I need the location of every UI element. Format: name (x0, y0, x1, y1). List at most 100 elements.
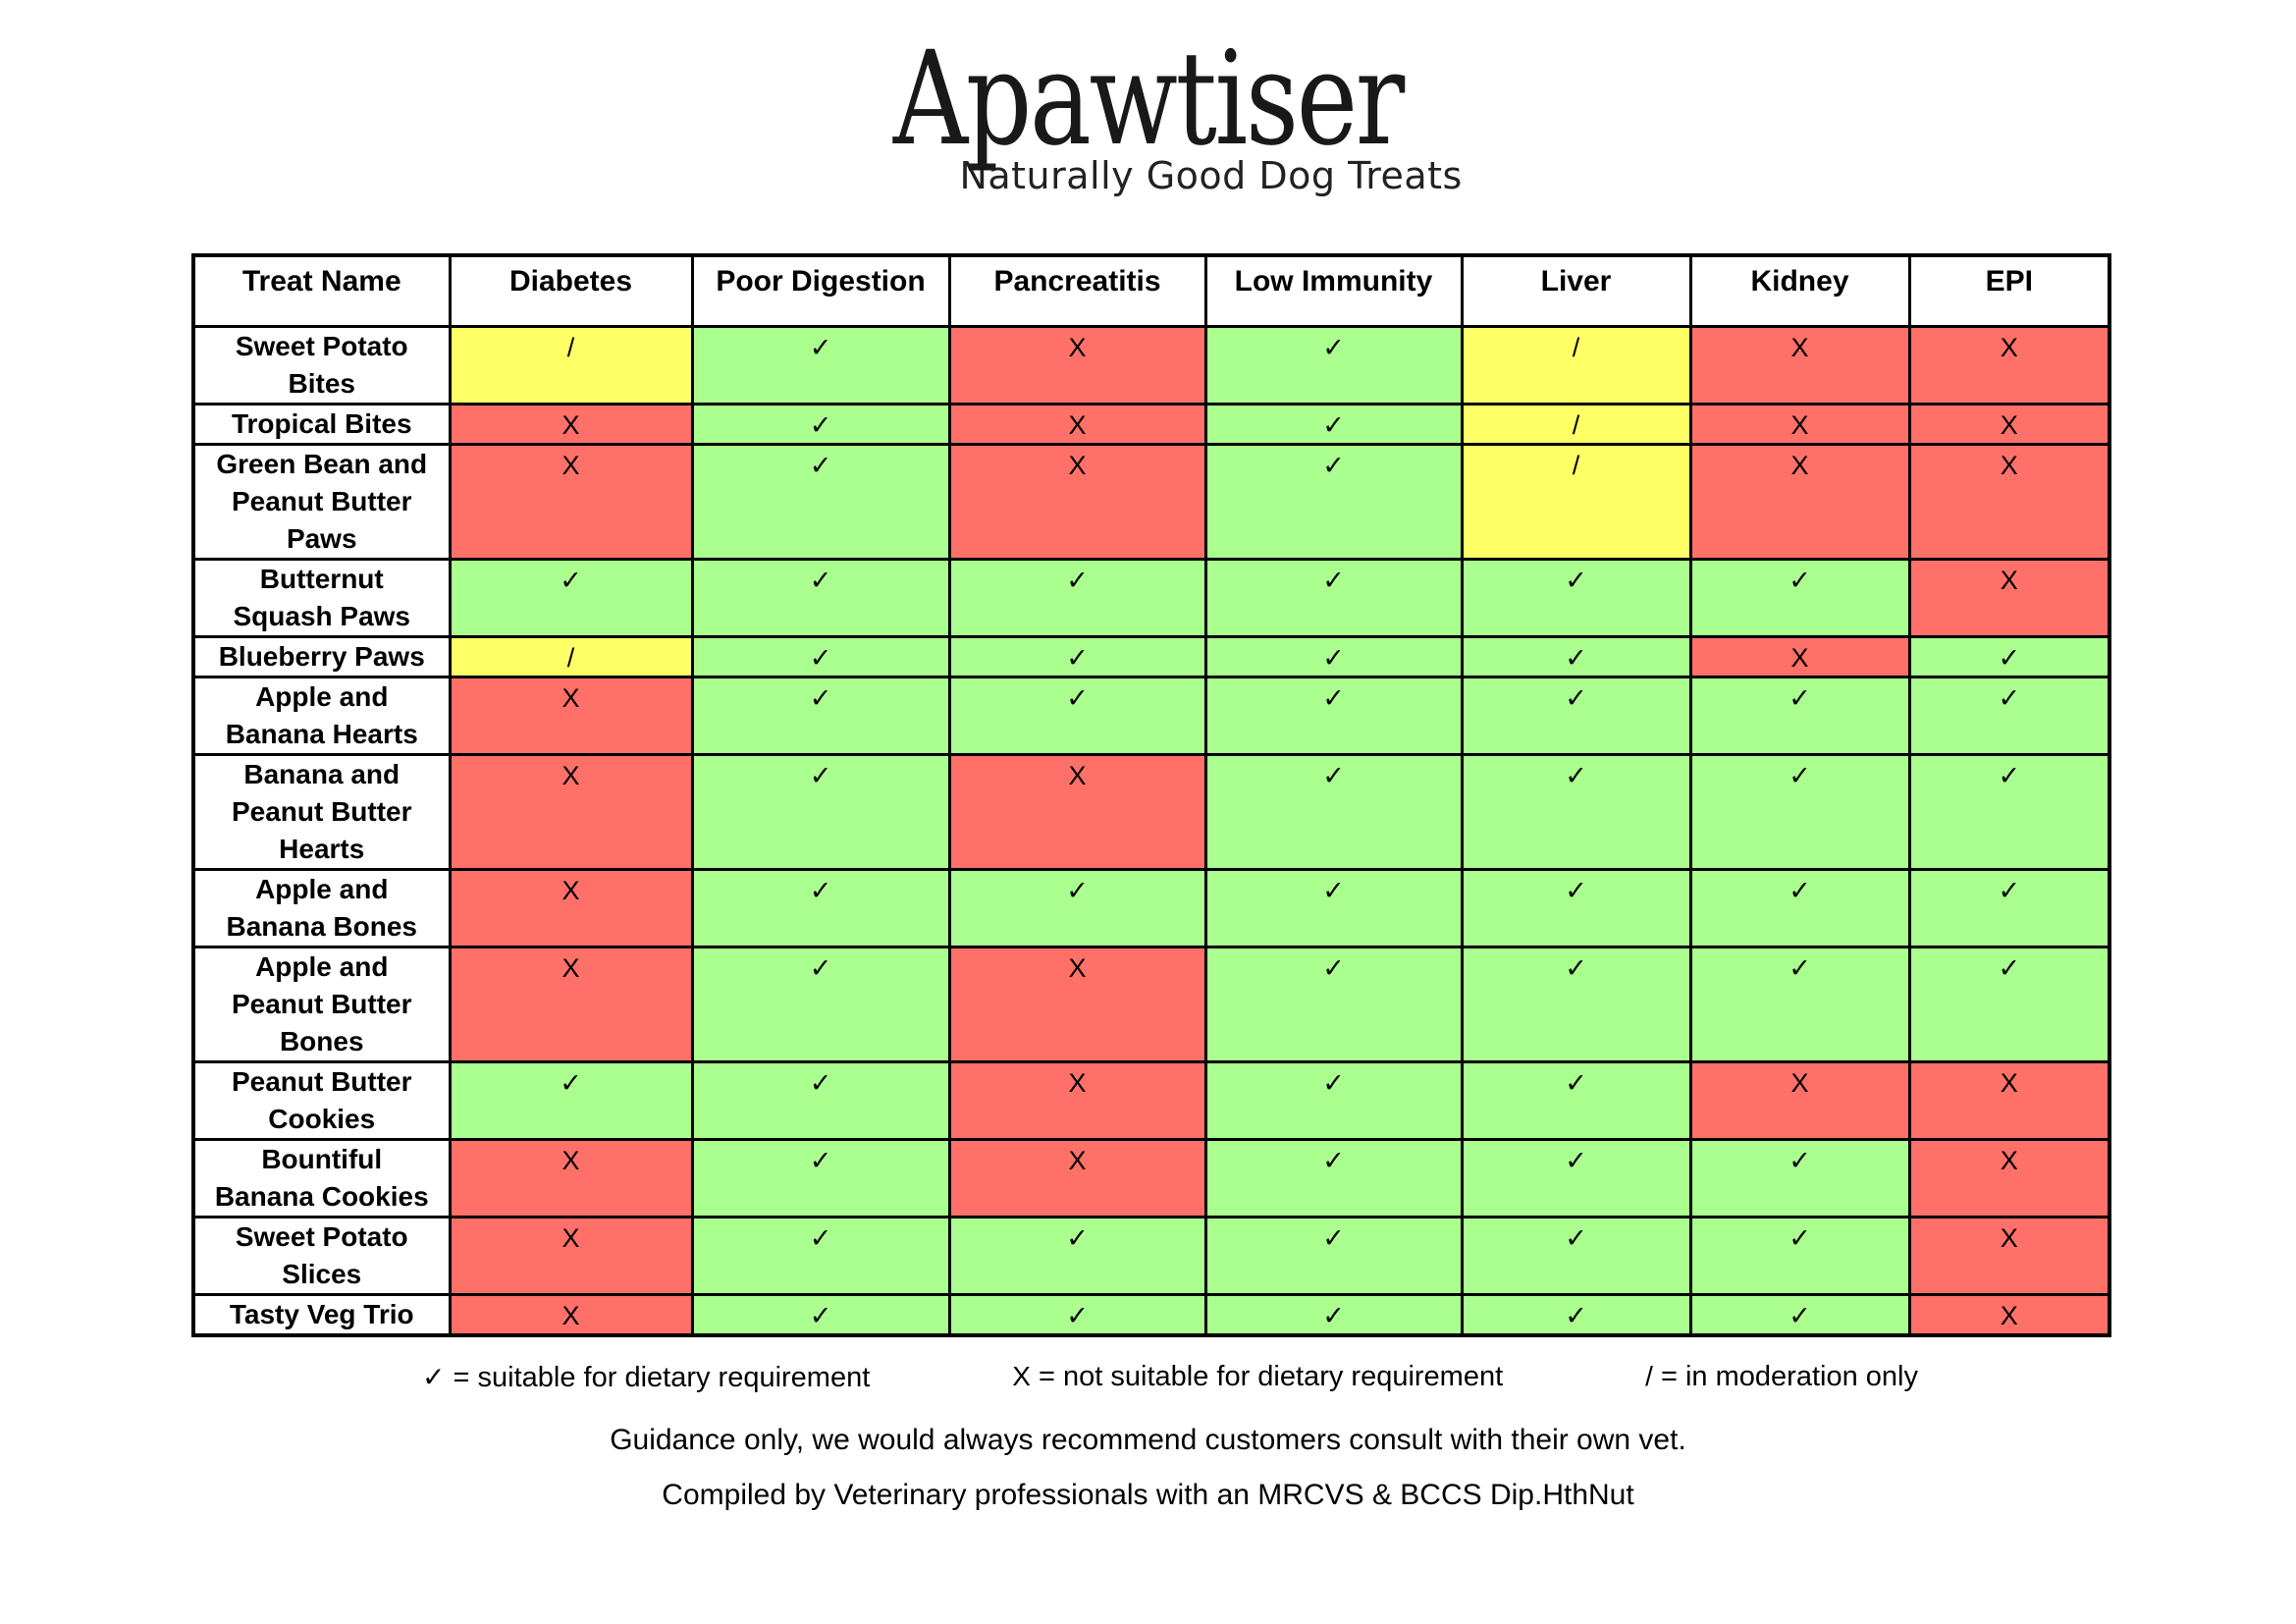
treat-name-cell: Sweet Potato Slices (191, 1215, 452, 1296)
suitability-cell: X (1688, 442, 1911, 561)
suitability-cell: ✓ (947, 1292, 1207, 1336)
logo-subtitle: Naturally Good Dog Treats (959, 153, 1463, 197)
suitability-cell: ✓ (947, 557, 1207, 638)
column-header-poor-digestion: Poor Digestion (690, 253, 951, 328)
suitability-cell: X (1688, 634, 1911, 678)
suitability-cell: ✓ (1460, 867, 1692, 948)
check-mark-icon: ✓ (422, 1361, 446, 1392)
suitability-cell: X (1688, 324, 1911, 406)
suitability-cell: X (448, 752, 694, 871)
column-header-low-immunity: Low Immunity (1203, 253, 1464, 328)
treat-name-cell: Apple and Peanut Butter Bones (191, 945, 452, 1063)
suitability-cell: ✓ (690, 634, 951, 678)
suitability-cell: ✓ (1460, 1137, 1692, 1218)
suitability-cell: ✓ (1203, 675, 1464, 756)
suitability-cell: ✓ (690, 1137, 951, 1218)
treat-name-cell: Apple and Banana Bones (191, 867, 452, 948)
suitability-cell: ✓ (690, 402, 951, 446)
suitability-cell: ✓ (1460, 1215, 1692, 1296)
suitability-cell: ✓ (947, 675, 1207, 756)
slash-mark-icon: / (1645, 1360, 1653, 1391)
suitability-cell: ✓ (1203, 402, 1464, 446)
treat-name-cell: Apple and Banana Hearts (191, 675, 452, 756)
treat-name-cell: Blueberry Paws (191, 634, 452, 678)
suitability-cell: X (1907, 557, 2111, 638)
logo-title: Apawtiser (892, 24, 1405, 175)
suitability-cell: ✓ (1907, 675, 2111, 756)
suitability-cell: X (448, 867, 694, 948)
suitability-cell: ✓ (1203, 1059, 1464, 1141)
suitability-cell: ✓ (947, 867, 1207, 948)
suitability-cell: / (448, 324, 694, 406)
table-row: Blueberry Paws / ✓ ✓ ✓ ✓ X ✓ (191, 634, 2111, 678)
suitability-cell: ✓ (1907, 945, 2111, 1063)
treat-name-cell: Tropical Bites (191, 402, 452, 446)
suitability-cell: ✓ (1203, 1292, 1464, 1336)
suitability-cell: / (1460, 442, 1692, 561)
legend-text-suitable: = suitable for dietary requirement (453, 1361, 871, 1393)
suitability-cell: ✓ (1460, 945, 1692, 1063)
suitability-cell: / (448, 634, 694, 678)
suitability-cell: X (947, 324, 1207, 406)
table-row: Banana and Peanut Butter Hearts X ✓ X ✓ ✓ ✓ ✓ (191, 752, 2111, 871)
table-row: Green Bean and Peanut Butter Paws X ✓ X ✓ / X X (191, 442, 2111, 561)
column-header-diabetes: Diabetes (448, 253, 694, 328)
x-mark-icon: X (1012, 1360, 1031, 1391)
suitability-cell: ✓ (1907, 867, 2111, 948)
table-row: Apple and Peanut Butter Bones X ✓ X ✓ ✓ ✓ ✓ (191, 945, 2111, 1063)
table-row: Tasty Veg Trio X ✓ ✓ ✓ ✓ ✓ X (191, 1292, 2111, 1336)
suitability-cell: ✓ (448, 1059, 694, 1141)
suitability-cell: ✓ (1907, 634, 2111, 678)
treat-suitability-table: Treat Name Diabetes Poor Digestion Pancr… (191, 253, 2111, 1337)
suitability-cell: ✓ (1203, 634, 1464, 678)
suitability-cell: ✓ (690, 557, 951, 638)
suitability-cell: ✓ (1203, 442, 1464, 561)
suitability-cell: X (448, 1137, 694, 1218)
suitability-cell: ✓ (690, 945, 951, 1063)
suitability-cell: X (947, 1137, 1207, 1218)
legend: ✓ = suitable for dietary requirement X =… (422, 1361, 2296, 1394)
table-row: Butternut Squash Paws ✓ ✓ ✓ ✓ ✓ ✓ X (191, 557, 2111, 638)
header-row: Treat Name Diabetes Poor Digestion Pancr… (191, 253, 2111, 328)
treat-name-cell: Sweet Potato Bites (191, 324, 452, 406)
suitability-cell: X (1907, 1292, 2111, 1336)
suitability-cell: ✓ (1688, 1292, 1911, 1336)
suitability-cell: ✓ (690, 1059, 951, 1141)
table-body: Sweet Potato Bites / ✓ X ✓ / X X Tropical Bites X… (191, 324, 2111, 1336)
suitability-cell: ✓ (690, 675, 951, 756)
suitability-cell: ✓ (1460, 1059, 1692, 1141)
suitability-cell: ✓ (448, 557, 694, 638)
suitability-cell: ✓ (1203, 867, 1464, 948)
suitability-cell: ✓ (1688, 752, 1911, 871)
treat-name-cell: Butternut Squash Paws (191, 557, 452, 638)
suitability-cell: X (448, 442, 694, 561)
suitability-cell: ✓ (690, 752, 951, 871)
suitability-cell: X (947, 945, 1207, 1063)
suitability-cell: X (448, 1292, 694, 1336)
suitability-cell: ✓ (1688, 1215, 1911, 1296)
suitability-cell: X (448, 1215, 694, 1296)
treat-name-cell: Peanut Butter Cookies (191, 1059, 452, 1141)
suitability-cell: X (448, 402, 694, 446)
suitability-cell: ✓ (1688, 675, 1911, 756)
treat-name-cell: Tasty Veg Trio (191, 1292, 452, 1336)
suitability-cell: ✓ (1688, 867, 1911, 948)
suitability-cell: X (448, 945, 694, 1063)
suitability-cell: X (1907, 442, 2111, 561)
suitability-cell: ✓ (690, 442, 951, 561)
suitability-cell: ✓ (1460, 1292, 1692, 1336)
suitability-cell: ✓ (947, 634, 1207, 678)
suitability-cell: ✓ (690, 1292, 951, 1336)
suitability-cell: X (947, 752, 1207, 871)
suitability-cell: X (947, 402, 1207, 446)
suitability-cell: X (1907, 1215, 2111, 1296)
treat-name-cell: Green Bean and Peanut Butter Paws (191, 442, 452, 561)
suitability-cell: ✓ (690, 324, 951, 406)
column-header-treat-name: Treat Name (191, 253, 452, 328)
column-header-liver: Liver (1460, 253, 1692, 328)
table-row: Sweet Potato Slices X ✓ ✓ ✓ ✓ ✓ X (191, 1215, 2111, 1296)
suitability-cell: ✓ (1460, 675, 1692, 756)
suitability-cell: ✓ (1460, 752, 1692, 871)
table-row: Tropical Bites X ✓ X ✓ / X X (191, 402, 2111, 446)
table-row: Apple and Banana Hearts X ✓ ✓ ✓ ✓ ✓ ✓ (191, 675, 2111, 756)
